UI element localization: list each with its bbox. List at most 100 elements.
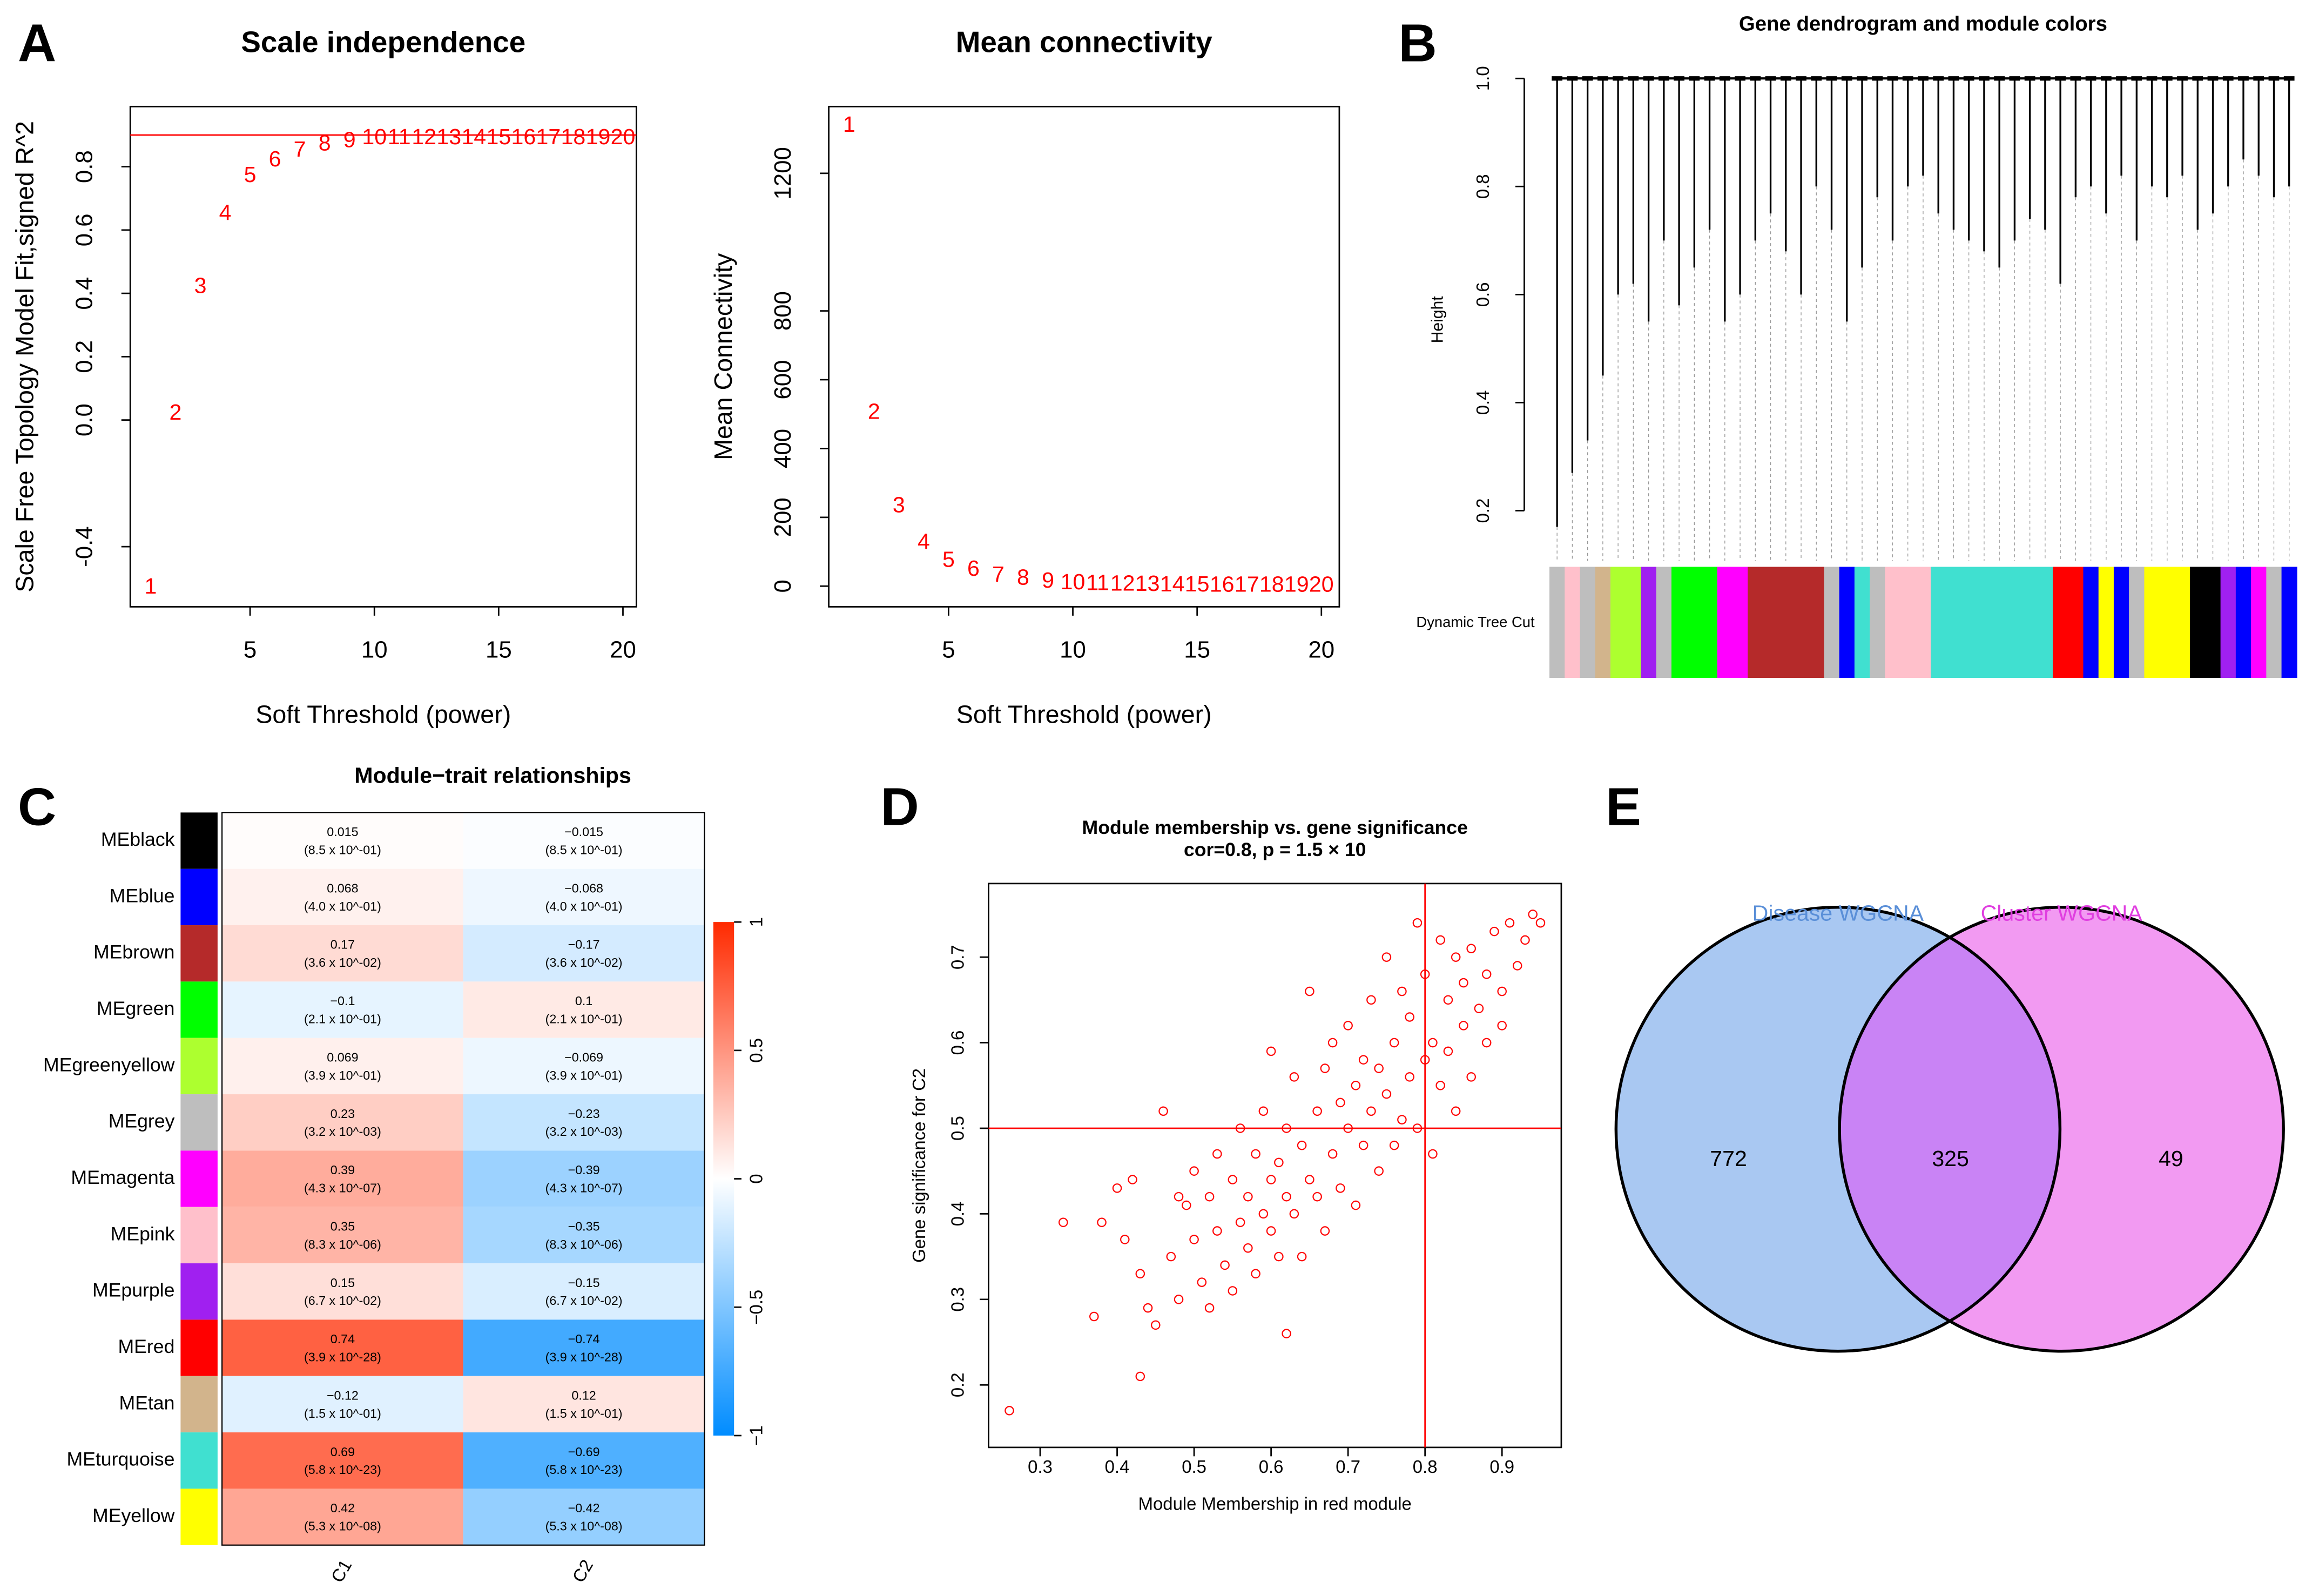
module-color-segment bbox=[1809, 567, 1825, 678]
cell-pvalue: (3.6 x 10^-02) bbox=[304, 955, 381, 969]
point bbox=[1204, 1191, 1215, 1202]
module-swatch bbox=[180, 1150, 218, 1207]
point-label: 6 bbox=[967, 556, 980, 581]
module-color-segment bbox=[2220, 567, 2236, 678]
y-axis-label: Height bbox=[1428, 296, 1446, 344]
cell-value: 0.74 bbox=[331, 1332, 355, 1346]
cell-pvalue: (4.3 x 10^-07) bbox=[304, 1181, 381, 1195]
point bbox=[1374, 1063, 1384, 1073]
point bbox=[1251, 1149, 1260, 1159]
point-label: 9 bbox=[1042, 568, 1054, 592]
x-tick-label: 5 bbox=[244, 636, 257, 663]
cell-value: 0.69 bbox=[331, 1445, 355, 1459]
cell-value: −0.35 bbox=[568, 1219, 600, 1233]
y-tick-label: 0.8 bbox=[71, 150, 98, 183]
colorbar-tick-label: 0.5 bbox=[746, 1038, 766, 1063]
module-color-segment bbox=[2205, 567, 2221, 678]
region-count: 49 bbox=[2159, 1146, 2183, 1171]
y-tick-label: 1.0 bbox=[1473, 66, 1493, 91]
heatmap-cell bbox=[222, 1489, 463, 1545]
plot-box bbox=[129, 105, 637, 608]
y-tick-label: 0 bbox=[770, 580, 796, 592]
y-tick-label: 0.8 bbox=[1473, 174, 1493, 199]
point bbox=[1451, 1106, 1461, 1116]
cell-pvalue: (3.9 x 10^-01) bbox=[545, 1068, 623, 1082]
point bbox=[1274, 1251, 1284, 1262]
panel-letter: D bbox=[880, 777, 919, 837]
column-label: C2 bbox=[568, 1556, 597, 1586]
module-color-segment bbox=[1656, 567, 1672, 678]
point-label: 6 bbox=[269, 146, 281, 171]
x-tick-label: 0.7 bbox=[1336, 1457, 1360, 1477]
module-color-segment bbox=[1778, 567, 1794, 678]
colorbar-tick-label: −0.5 bbox=[746, 1290, 766, 1325]
point bbox=[1212, 1226, 1222, 1236]
set-label: Disease WGCNA bbox=[1752, 900, 1924, 925]
point bbox=[1228, 1175, 1238, 1184]
module-color-segment bbox=[1870, 567, 1886, 678]
module-color-segment bbox=[1687, 567, 1703, 678]
module-color-segment bbox=[1565, 567, 1581, 678]
row-label: MEgreenyellow bbox=[43, 1054, 175, 1075]
point-label: 20 bbox=[1309, 571, 1334, 596]
module-color-segment bbox=[1641, 567, 1657, 678]
point bbox=[1505, 918, 1515, 928]
x-axis-label: Module Membership in red module bbox=[1138, 1493, 1412, 1513]
point-label: 9 bbox=[343, 127, 356, 152]
cell-pvalue: (6.7 x 10^-02) bbox=[304, 1294, 381, 1308]
venn-outline bbox=[1614, 905, 2062, 1353]
plot-box bbox=[988, 883, 1562, 1449]
x-tick-label: 10 bbox=[1060, 636, 1086, 663]
heatmap-cell bbox=[463, 1376, 705, 1433]
y-tick-label: 0.4 bbox=[71, 277, 98, 310]
cell-value: −0.015 bbox=[564, 825, 603, 839]
cell-pvalue: (4.3 x 10^-07) bbox=[545, 1181, 623, 1195]
heatmap-cell bbox=[463, 812, 705, 869]
heatmap-cell bbox=[463, 981, 705, 1038]
x-tick-label: 0.9 bbox=[1489, 1457, 1514, 1477]
y-tick-label: 0.6 bbox=[1473, 282, 1493, 307]
point bbox=[1312, 1191, 1322, 1202]
point-label: 13 bbox=[1135, 571, 1160, 596]
colorbar-tick-label: −1 bbox=[746, 1425, 766, 1445]
point bbox=[1466, 1072, 1476, 1082]
point bbox=[1420, 1055, 1430, 1065]
point bbox=[1266, 1046, 1276, 1056]
module-color-segment bbox=[1900, 567, 1916, 678]
point bbox=[1212, 1149, 1222, 1159]
row-label: MEmagenta bbox=[71, 1167, 174, 1188]
module-swatch bbox=[180, 1489, 218, 1545]
point bbox=[1189, 1166, 1199, 1176]
point bbox=[1497, 1021, 1507, 1031]
module-color-segment bbox=[1626, 567, 1642, 678]
y-tick-label: 0.6 bbox=[947, 1031, 967, 1055]
module-color-segment bbox=[1839, 567, 1855, 678]
module-color-segment bbox=[2037, 567, 2053, 678]
heatmap-cell bbox=[463, 1432, 705, 1489]
cell-value: 0.15 bbox=[331, 1276, 355, 1290]
cell-pvalue: (5.8 x 10^-23) bbox=[545, 1463, 623, 1477]
x-tick-label: 20 bbox=[1308, 636, 1334, 663]
row-label: MEred bbox=[118, 1336, 175, 1357]
point-label: 5 bbox=[942, 547, 955, 572]
row-label: MEyellow bbox=[92, 1505, 175, 1526]
point bbox=[1251, 1269, 1260, 1279]
chart-title: Scale independence bbox=[241, 25, 525, 59]
heatmap-cell bbox=[222, 1094, 463, 1151]
point bbox=[1243, 1191, 1253, 1202]
point-label: 18 bbox=[1259, 571, 1284, 596]
x-tick-label: 0.4 bbox=[1105, 1457, 1130, 1477]
point bbox=[1520, 935, 1530, 945]
point bbox=[1289, 1209, 1299, 1219]
heatmap-cell bbox=[463, 1263, 705, 1320]
module-color-segment bbox=[1671, 567, 1688, 678]
cell-value: −0.12 bbox=[327, 1388, 359, 1402]
point bbox=[1258, 1106, 1269, 1116]
module-color-segment bbox=[1748, 567, 1764, 678]
module-swatch bbox=[180, 1094, 218, 1151]
y-axis-label: Gene significance for C2 bbox=[909, 1068, 929, 1263]
heatmap-cell bbox=[463, 925, 705, 982]
module-color-segment bbox=[1824, 567, 1840, 678]
module-color-segment bbox=[2068, 567, 2084, 678]
